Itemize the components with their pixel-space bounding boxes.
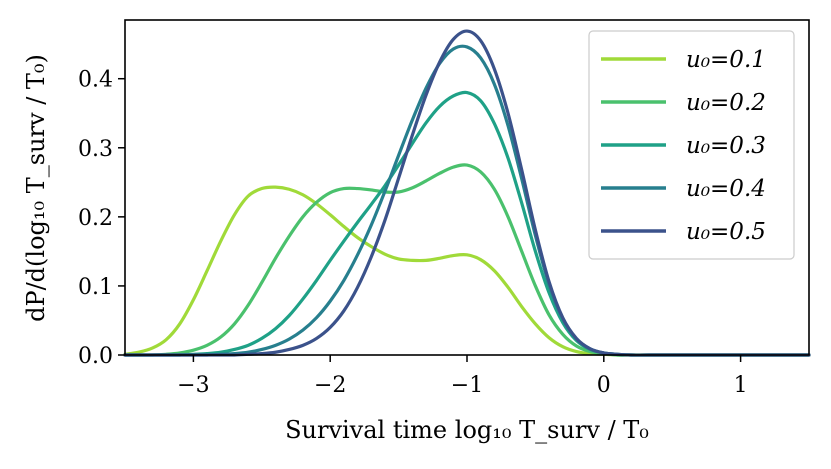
legend-label: u₀=0.5: [686, 219, 766, 245]
y-axis-label: dP/d(log₁₀ T_surv / T₀): [22, 54, 50, 322]
legend-frame: [588, 30, 795, 260]
y-tick-label: 0.3: [78, 137, 113, 162]
x-axis-label: Survival time log₁₀ T_surv / T₀: [285, 416, 649, 444]
x-tick-label: 1: [734, 373, 748, 398]
x-tick-label: 0: [597, 373, 611, 398]
legend-label: u₀=0.4: [686, 176, 766, 202]
x-tick-label: −3: [177, 373, 209, 398]
legend-label: u₀=0.2: [686, 90, 766, 116]
y-axis-ticks: 0.0 0.1 0.2 0.3 0.4: [78, 68, 125, 369]
x-tick-label: −1: [451, 373, 483, 398]
x-axis-ticks: −3 −2 −1 0 1: [177, 355, 748, 398]
legend-label: u₀=0.3: [686, 133, 766, 159]
y-tick-label: 0.4: [78, 68, 113, 93]
y-tick-label: 0.0: [78, 344, 113, 369]
y-tick-label: 0.2: [78, 206, 113, 231]
legend: u₀=0.1 u₀=0.2 u₀=0.3 u₀=0.4 u₀=0.5: [588, 30, 795, 260]
legend-label: u₀=0.1: [686, 47, 766, 73]
x-tick-label: −2: [314, 373, 346, 398]
y-tick-label: 0.1: [78, 275, 113, 300]
